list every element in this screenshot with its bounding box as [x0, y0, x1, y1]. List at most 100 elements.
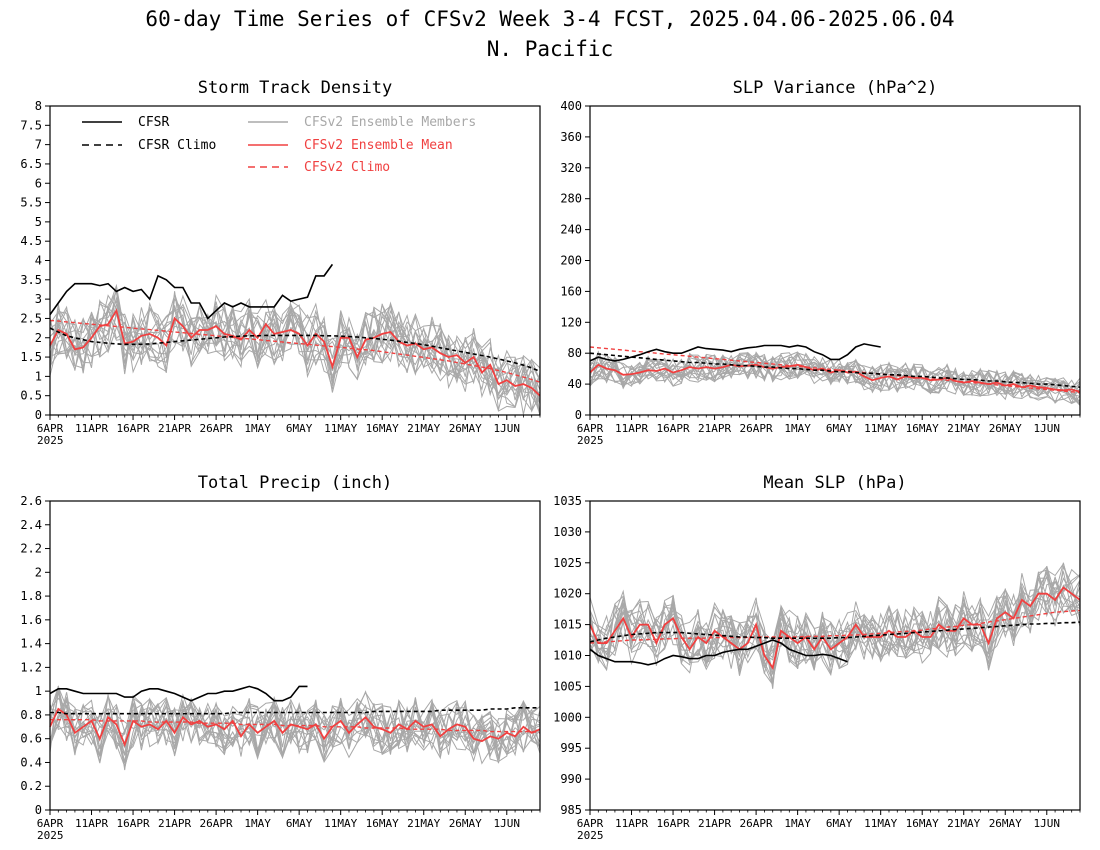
- legend: CFSR CFSR Climo CFSv2 Ensemble Members C…: [82, 115, 476, 175]
- x-tick-label: 26APR: [200, 817, 233, 830]
- figure-subtitle: N. Pacific: [487, 37, 613, 61]
- y-tick-label: 1: [35, 684, 42, 698]
- x-tick-label: 1JUN: [1034, 817, 1061, 830]
- x-tick-label: 1MAY: [244, 422, 271, 435]
- panel-title: SLP Variance (hPa^2): [733, 78, 938, 98]
- x-tick-label: 6MAY: [286, 422, 313, 435]
- x-tick-label: 1MAY: [784, 817, 811, 830]
- slp-variance-panel: SLP Variance (hPa^2) 0 40 80 120 160 200 240 280…: [560, 78, 1081, 447]
- x-tick-label: 26MAY: [989, 817, 1022, 830]
- y-tick-label: 0.6: [20, 732, 42, 746]
- legend-cfs-climo-label: CFSv2 Climo: [304, 160, 390, 175]
- y-tick-label: 6: [35, 176, 42, 190]
- cfsr-climo-line: [589, 621, 1081, 643]
- ensemble-member-line: [49, 290, 541, 416]
- x-tick-label: 6APR: [577, 817, 604, 830]
- y-tick-label: 1.8: [20, 589, 42, 603]
- x-tick-label: 11MAY: [864, 817, 897, 830]
- y-tick-label: 1030: [553, 525, 582, 539]
- ensemble-member-line: [589, 581, 1081, 671]
- ensemble-mean-line: [49, 707, 541, 748]
- ensemble-mean-line: [589, 586, 1081, 671]
- x-tick-label: 16APR: [116, 422, 149, 435]
- x-tick-label: 11MAY: [324, 422, 357, 435]
- x-tick-label: 6MAY: [826, 422, 853, 435]
- ensemble-members: [589, 562, 1081, 689]
- cfsr-line: [49, 685, 308, 702]
- storm-track-density-panel: Storm Track Density 0 0.5 1 1.5 2 2.5 3 3.5 4 4.5 5…: [20, 78, 541, 447]
- y-tick-label: 2.5: [20, 311, 42, 325]
- x-tick-label: 26MAY: [449, 422, 482, 435]
- y-tick-label: 985: [560, 803, 582, 817]
- y-tick-label: 1.6: [20, 613, 42, 627]
- panel-title: Storm Track Density: [198, 78, 392, 98]
- y-tick-label: 4: [35, 254, 42, 268]
- ensemble-member-line: [589, 352, 1081, 405]
- y-tick-label: 1005: [553, 679, 582, 693]
- y-tick-label: 1035: [553, 494, 582, 508]
- y-tick-label: 5.5: [20, 196, 42, 210]
- y-tick-label: 2.6: [20, 494, 42, 508]
- y-tick-label: 1010: [553, 649, 582, 663]
- x-tick-label: 11APR: [75, 817, 108, 830]
- y-tick-label: 80: [568, 346, 582, 360]
- y-tick-label: 8: [35, 99, 42, 113]
- x-tick-label: 16APR: [656, 422, 689, 435]
- y-tick-label: 2.4: [20, 518, 42, 532]
- y-tick-label: 280: [560, 192, 582, 206]
- y-tick-label: 5: [35, 215, 42, 229]
- y-tick-label: 3: [35, 292, 42, 306]
- x-tick-label: 16APR: [116, 817, 149, 830]
- x-tick-label: 6APR: [577, 422, 604, 435]
- cfsr-line: [589, 343, 881, 362]
- cfsr-line: [589, 639, 848, 666]
- cfsr-climo-line: [589, 352, 1081, 388]
- x-tick-label: 21MAY: [407, 422, 440, 435]
- y-tick-label: 990: [560, 772, 582, 786]
- x-tick-label: 1JUN: [1034, 422, 1061, 435]
- y-tick-label: 7: [35, 138, 42, 152]
- mean-slp-panel: Mean SLP (hPa) 985 990 995 1000 1005 1010 1015 1…: [553, 473, 1081, 842]
- cfsr-climo-line: [50, 706, 540, 715]
- y-tick-label: 0.4: [20, 755, 42, 769]
- y-tick-label: 2: [35, 331, 42, 345]
- x-tick-label: 11APR: [615, 817, 648, 830]
- y-tick-label: 1015: [553, 618, 582, 632]
- ensemble-member-line: [589, 576, 1081, 689]
- x-year-label: 2025: [577, 829, 604, 842]
- x-tick-label: 21APR: [698, 817, 731, 830]
- y-tick-label: 6.5: [20, 157, 42, 171]
- y-tick-label: 40: [568, 377, 582, 391]
- ensemble-member-line: [589, 357, 1081, 406]
- x-tick-label: 6MAY: [826, 817, 853, 830]
- x-tick-label: 6MAY: [286, 817, 313, 830]
- y-tick-label: 400: [560, 99, 582, 113]
- y-tick-label: 160: [560, 284, 582, 298]
- ensemble-member-line: [589, 353, 1081, 396]
- cfsv2-climo-line: [589, 346, 1081, 394]
- ensemble-member-line: [589, 353, 1081, 395]
- y-tick-label: 1.4: [20, 637, 42, 651]
- legend-cfsr-label: CFSR: [138, 115, 169, 130]
- ensemble-member-line: [49, 304, 541, 401]
- ensemble-member-line: [49, 687, 541, 769]
- ensemble-member-line: [589, 580, 1081, 675]
- x-tick-label: 21APR: [158, 817, 191, 830]
- x-tick-label: 6APR: [37, 422, 64, 435]
- x-tick-label: 16MAY: [366, 422, 399, 435]
- y-tick-label: 3.5: [20, 273, 42, 287]
- x-tick-label: 16MAY: [906, 422, 939, 435]
- y-tick-label: 0: [575, 408, 582, 422]
- legend-cfsr-climo-label: CFSR Climo: [138, 138, 216, 153]
- x-tick-label: 1JUN: [494, 422, 521, 435]
- y-tick-label: 2.2: [20, 542, 42, 556]
- y-tick-label: 1025: [553, 556, 582, 570]
- x-tick-label: 16MAY: [366, 817, 399, 830]
- x-tick-label: 11MAY: [324, 817, 357, 830]
- x-tick-label: 26MAY: [449, 817, 482, 830]
- x-tick-label: 21MAY: [947, 817, 980, 830]
- x-tick-label: 26MAY: [989, 422, 1022, 435]
- x-tick-label: 1JUN: [494, 817, 521, 830]
- ensemble-member-line: [49, 694, 541, 771]
